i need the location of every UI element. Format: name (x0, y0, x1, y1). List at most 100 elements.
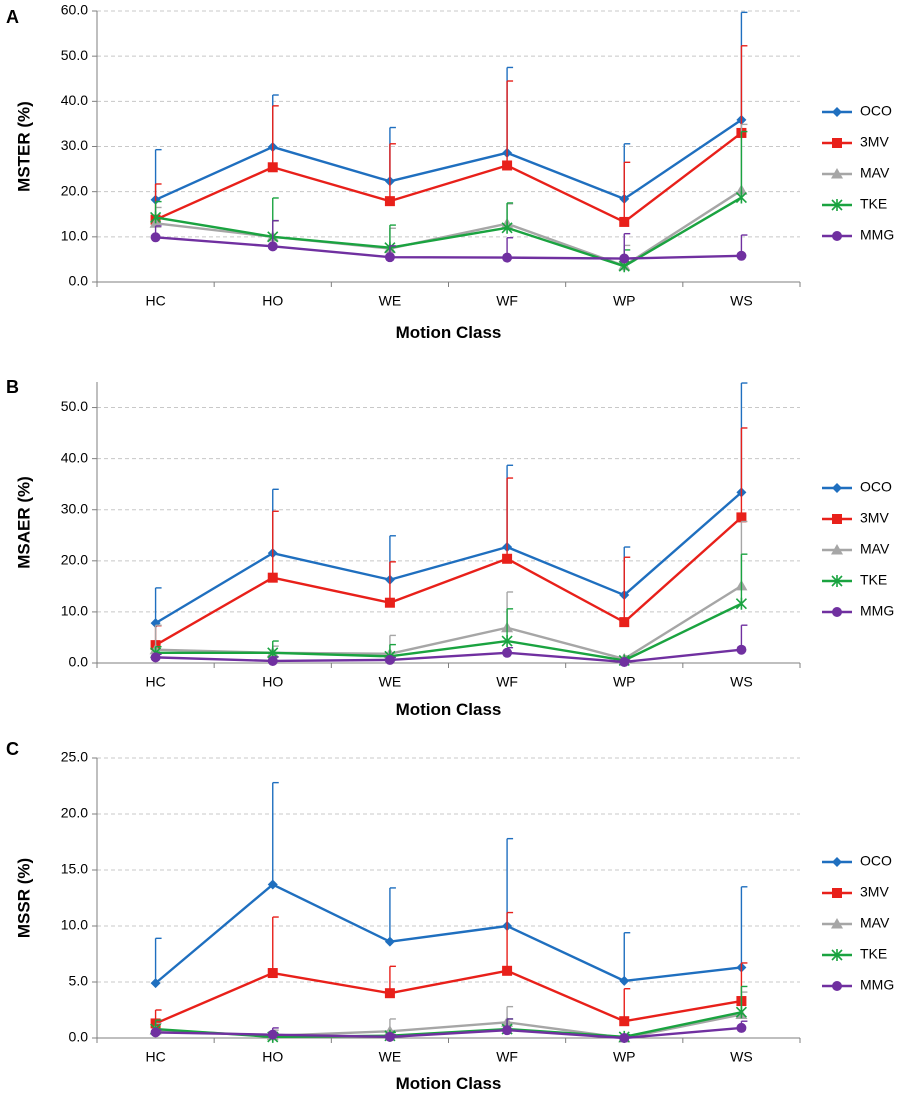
data-point (267, 1029, 278, 1040)
chart-panel-a: A 0.0 10.0 20.0 30.0 40.0 50.0 60.0 HC HO WE WF WP WS… (6, 2, 894, 342)
legend-marker (831, 949, 843, 961)
series-line (155, 969, 742, 1025)
x-tick-label: WE (379, 1049, 402, 1065)
data-point (736, 250, 747, 261)
x-tick-label: WP (613, 293, 636, 309)
x-tick-label: HO (262, 293, 283, 309)
y-tick-label: 40.0 (61, 92, 88, 108)
y-tick-label: 25.0 (61, 749, 88, 765)
legend-item: MMG (822, 977, 894, 993)
data-point (502, 965, 513, 976)
y-tick-label: 0.0 (69, 654, 89, 670)
data-point (267, 655, 278, 666)
legend-item: OCO (822, 103, 892, 119)
y-tick-label: 10.0 (61, 228, 88, 244)
legend-marker (832, 857, 842, 867)
series-tke (150, 553, 748, 667)
x-tick-label: WS (730, 1049, 753, 1065)
legend-item: MMG (822, 603, 894, 619)
data-point (384, 597, 395, 608)
series-line (155, 602, 742, 662)
y-tick-label: 5.0 (69, 973, 89, 989)
legend-marker (832, 231, 842, 241)
x-tick-label: WE (379, 674, 402, 690)
legend-item: MAV (822, 541, 890, 557)
data-point (150, 211, 162, 224)
series-line (155, 118, 743, 201)
legend-marker (832, 981, 842, 991)
legend-label: TKE (860, 946, 887, 962)
series-line (154, 491, 743, 625)
series-line (155, 189, 743, 267)
y-tick-label: 20.0 (61, 182, 88, 198)
legend-marker (831, 199, 843, 211)
x-tick-label: WS (730, 293, 753, 309)
series-line (155, 196, 743, 268)
y-tick-label: 40.0 (61, 449, 88, 465)
series-line (155, 131, 743, 224)
y-tick-label: 30.0 (61, 500, 88, 516)
legend-marker (832, 107, 842, 117)
y-tick-label: 15.0 (61, 861, 88, 877)
series-line (155, 1026, 742, 1040)
x-tick-label: HC (145, 1049, 165, 1065)
x-tick-label: HC (145, 293, 165, 309)
series-line (155, 236, 742, 260)
legend-label: OCO (860, 479, 892, 495)
y-tick-label: 60.0 (61, 2, 88, 18)
series-tke (150, 130, 748, 273)
x-axis-title: Motion Class (396, 1074, 502, 1093)
legend-marker (832, 483, 842, 493)
legend-label: OCO (860, 853, 892, 869)
x-tick-label: WF (496, 293, 518, 309)
data-point (619, 1016, 630, 1027)
series-3mv (150, 45, 748, 227)
data-point (384, 1031, 395, 1042)
x-tick-label: HC (145, 674, 165, 690)
chart-panel-b: B 0.0 10.0 20.0 30.0 40.0 50.0 HC HO WE WF WP WS Moti… (6, 377, 894, 719)
data-point (384, 988, 395, 999)
series-oco (150, 781, 748, 989)
legend-item: 3MV (822, 510, 889, 526)
panel-letter: A (6, 7, 19, 27)
y-tick-label: 50.0 (61, 47, 88, 63)
data-point (150, 978, 161, 989)
legend-item: TKE (822, 946, 887, 962)
y-tick-label: 20.0 (61, 805, 88, 821)
legend-label: MMG (860, 603, 894, 619)
data-point (384, 252, 395, 263)
legend-marker (832, 888, 842, 898)
data-point (267, 968, 278, 979)
series-3mv (150, 911, 748, 1029)
series-line (154, 883, 742, 985)
legend: OCO 3MV MAV TKE MMG (822, 103, 894, 243)
chart-panel-c: C 0.0 5.0 10.0 15.0 20.0 25.0 HC HO WE WF WP WS Motio… (6, 739, 894, 1093)
legend-label: MMG (860, 227, 894, 243)
data-point (501, 221, 513, 234)
y-axis-title: MSAER (%) (14, 476, 33, 569)
y-tick-label: 50.0 (61, 398, 88, 414)
y-tick-label: 0.0 (69, 273, 89, 289)
legend-item: OCO (822, 479, 892, 495)
data-point (735, 597, 747, 610)
data-point (267, 572, 278, 583)
legend: OCO 3MV MAV TKE MMG (822, 479, 894, 619)
legend-label: 3MV (860, 510, 889, 526)
data-point (619, 975, 630, 986)
legend-item: 3MV (822, 134, 889, 150)
y-tick-label: 0.0 (69, 1029, 89, 1045)
data-point (384, 654, 395, 665)
x-tick-label: HO (262, 1049, 283, 1065)
legend-label: TKE (860, 572, 887, 588)
legend-marker (831, 918, 843, 929)
legend-item: MAV (822, 915, 890, 931)
y-tick-label: 10.0 (61, 917, 88, 933)
y-tick-label: 20.0 (61, 552, 88, 568)
x-tick-label: WF (496, 674, 518, 690)
y-axis-title: MSTER (%) (14, 101, 33, 192)
legend-marker (831, 168, 843, 179)
data-point (502, 252, 513, 263)
legend-label: TKE (860, 196, 887, 212)
x-axis-title: Motion Class (396, 700, 502, 719)
data-point (619, 656, 630, 667)
